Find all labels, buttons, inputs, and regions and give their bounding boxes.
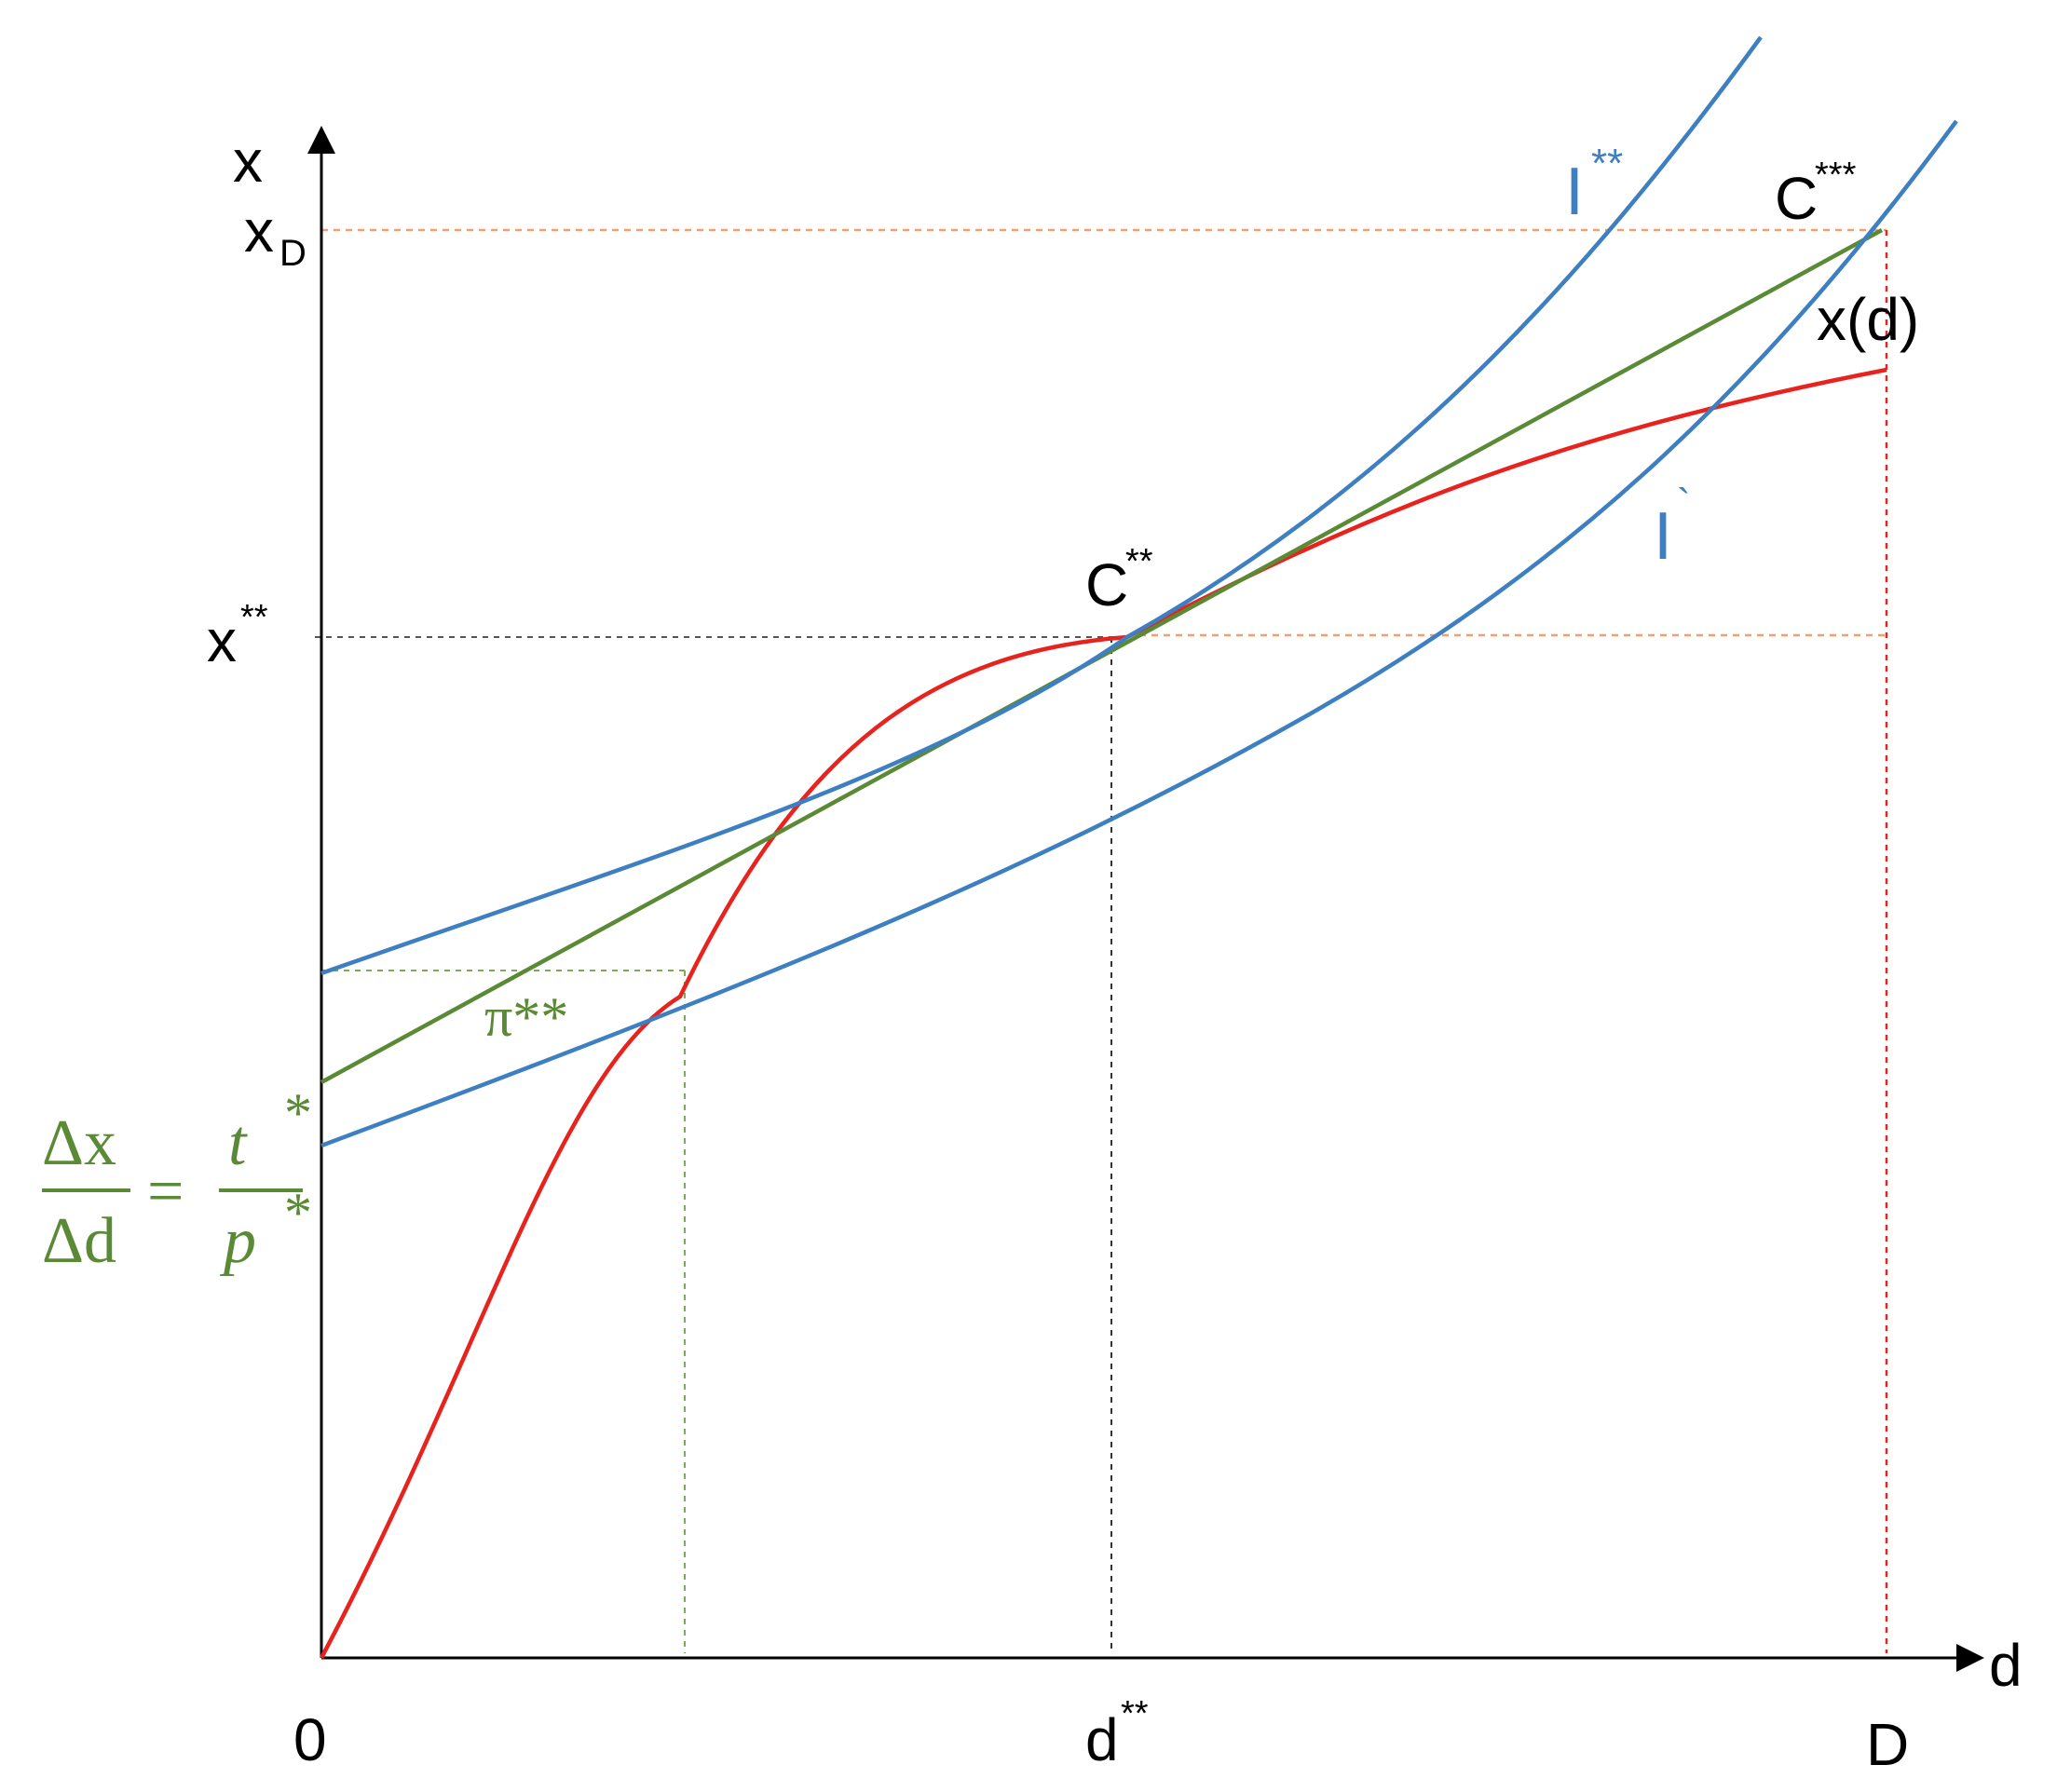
formula-den-right-sup: *: [284, 1182, 312, 1243]
curve-label-x-of-d: x(d): [1817, 286, 1919, 353]
svg-text:**: **: [240, 598, 268, 637]
svg-text:***: ***: [1815, 156, 1857, 195]
y-axis-label: x: [233, 128, 263, 195]
svg-text:x: x: [207, 607, 237, 674]
tick-label-D: D: [1866, 1711, 1909, 1778]
indifference-curve-I-prime: [320, 119, 1958, 1148]
tick-label-xD: x D: [244, 197, 307, 274]
formula-den-right: p: [219, 1205, 256, 1277]
svg-text:**: **: [1125, 542, 1153, 581]
x-axis-label: d: [1989, 1632, 2023, 1699]
production-curve-x-of-d: [320, 367, 1887, 1660]
tick-label-x-star2: x **: [207, 598, 268, 674]
curves: [320, 35, 1958, 1660]
curve-label-pi-star2: π**: [484, 986, 568, 1048]
axes: [307, 126, 1984, 1672]
formula-equals: =: [147, 1156, 184, 1228]
formula-num-left: Δx: [42, 1107, 116, 1179]
formula-num-right: t: [228, 1107, 248, 1179]
curve-label-I-star2: I **: [1565, 141, 1623, 229]
guide-lines: [315, 228, 1888, 1653]
svg-text:I: I: [1654, 499, 1672, 574]
origin-label: 0: [293, 1706, 327, 1773]
slope-formula: Δx Δd = t * p *: [42, 1082, 312, 1277]
formula-num-right-sup: *: [284, 1082, 312, 1144]
svg-text:**: **: [1591, 141, 1623, 186]
indifference-curve-I-star2: [320, 35, 1763, 976]
svg-text:**: **: [1121, 1694, 1149, 1733]
point-label-C-star2: C **: [1085, 542, 1153, 618]
formula-den-left: Δd: [42, 1205, 116, 1277]
svg-text:C: C: [1085, 551, 1128, 618]
curve-label-I-prime: I `: [1654, 481, 1691, 574]
svg-text:x: x: [244, 197, 274, 265]
svg-text:I: I: [1565, 155, 1584, 229]
svg-text:d: d: [1085, 1706, 1119, 1773]
svg-text:`: `: [1677, 481, 1691, 526]
svg-text:D: D: [279, 233, 307, 274]
svg-text:C: C: [1775, 165, 1818, 232]
tick-label-d-star2: d **: [1085, 1694, 1149, 1773]
point-label-C-star3: C ***: [1775, 156, 1857, 232]
